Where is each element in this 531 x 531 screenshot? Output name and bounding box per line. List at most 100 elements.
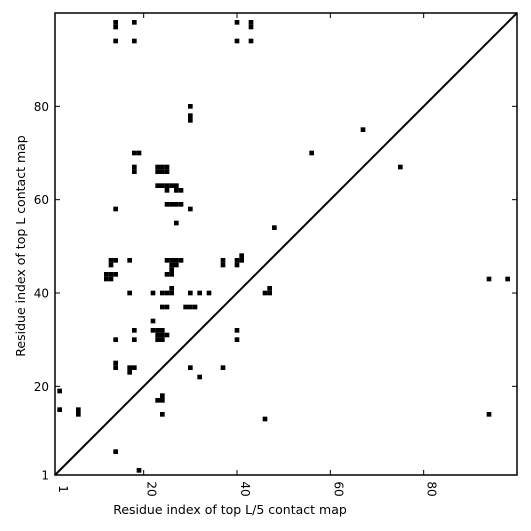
contact-cell — [113, 360, 118, 366]
contact-cell — [178, 258, 184, 263]
contact-cell — [108, 258, 114, 263]
contact-cell — [169, 258, 174, 263]
contact-cell — [76, 407, 81, 412]
contact-cell — [164, 183, 170, 188]
contact-cell — [169, 183, 174, 188]
contact-cell — [136, 468, 142, 473]
contact-cell — [234, 262, 240, 268]
contact-cell — [127, 370, 132, 375]
contact-cell — [188, 304, 193, 310]
contact-cell — [248, 24, 254, 30]
contact-cell — [174, 258, 179, 263]
contact-cell — [155, 337, 160, 342]
y-tick-label: 1 — [41, 469, 49, 483]
contact-cell — [132, 20, 137, 25]
contact-cell — [234, 337, 240, 342]
contact-cell — [234, 258, 240, 263]
x-tick-label: 20 — [145, 481, 159, 496]
contact-cell — [164, 202, 170, 207]
contact-cell — [127, 290, 132, 296]
contact-cell — [169, 262, 174, 268]
contact-cell — [136, 150, 142, 156]
contact-cell — [113, 337, 118, 342]
contact-cell — [188, 206, 193, 212]
contact-cell — [160, 398, 165, 403]
contact-cell — [155, 398, 160, 403]
x-tick-label: 60 — [331, 481, 345, 496]
contact-cell — [113, 449, 118, 454]
contact-cell — [174, 188, 179, 193]
contact-cell — [174, 202, 179, 207]
contact-cell — [127, 365, 132, 370]
y-tick-label: 20 — [34, 380, 49, 394]
contact-cell — [486, 276, 492, 282]
contact-cell — [164, 304, 170, 310]
plot-frame — [54, 12, 518, 476]
contact-cell — [188, 290, 193, 296]
x-tick-label: 1 — [56, 485, 70, 493]
contact-cell — [220, 365, 226, 370]
contact-cell — [398, 164, 403, 170]
contact-cell — [164, 272, 170, 277]
y-tick-label: 60 — [34, 193, 49, 207]
contact-cell — [76, 412, 81, 417]
contact-cell — [57, 388, 62, 394]
contact-cell — [155, 328, 160, 333]
contact-cell — [178, 188, 184, 193]
contact-cell — [188, 104, 193, 109]
contact-cell — [132, 38, 137, 44]
contact-cell — [164, 169, 170, 174]
contact-cells — [57, 20, 510, 473]
contact-cell — [197, 374, 202, 380]
contact-cell — [164, 258, 170, 263]
contact-cell — [155, 332, 160, 338]
contact-cell — [108, 276, 114, 282]
contact-cell — [160, 332, 165, 338]
contact-cell — [188, 113, 193, 118]
contact-cell — [113, 258, 118, 263]
contact-cell — [108, 262, 114, 268]
contact-cell — [155, 164, 160, 170]
contact-cell — [113, 20, 118, 25]
contact-cell — [309, 150, 314, 156]
contact-cell — [262, 416, 268, 422]
contact-cell — [132, 328, 137, 333]
contact-cell — [248, 38, 254, 44]
contact-cell — [57, 407, 62, 412]
contact-cell — [174, 183, 179, 188]
contact-cell — [113, 206, 118, 212]
contact-cell — [360, 127, 366, 132]
contact-cell — [262, 290, 268, 296]
contact-cell — [150, 318, 156, 324]
contact-cell — [155, 169, 160, 174]
contact-cell — [206, 290, 212, 296]
contact-cell — [239, 253, 244, 258]
contact-cell — [174, 262, 179, 268]
diagonal-line — [54, 12, 518, 476]
contact-cell — [169, 272, 174, 277]
contact-cell — [234, 328, 240, 333]
contact-cell — [174, 220, 179, 226]
contact-cell — [234, 20, 240, 25]
contact-cell — [113, 38, 118, 44]
contact-cell — [160, 304, 165, 310]
contact-cell — [239, 258, 244, 263]
contact-cell — [113, 272, 118, 277]
y-axis-label: Residue index of top L contact map — [13, 135, 28, 356]
contact-cell — [169, 290, 174, 296]
contact-cell — [132, 150, 137, 156]
axis-ticks: 1 20 40 60 80 1 20 40 60 80 — [34, 13, 517, 497]
contact-cell — [267, 286, 272, 291]
contact-cell — [132, 164, 137, 170]
y-tick-label: 40 — [34, 287, 49, 301]
contact-cell — [267, 290, 272, 296]
contact-cell — [188, 365, 193, 370]
contact-cell — [188, 118, 193, 123]
contact-cell — [164, 332, 170, 338]
contact-cell — [160, 183, 165, 188]
contact-cell — [108, 272, 114, 277]
contact-cell — [160, 393, 165, 398]
contact-cell — [272, 225, 277, 230]
x-axis-label: Residue index of top L/5 contact map — [113, 502, 347, 517]
